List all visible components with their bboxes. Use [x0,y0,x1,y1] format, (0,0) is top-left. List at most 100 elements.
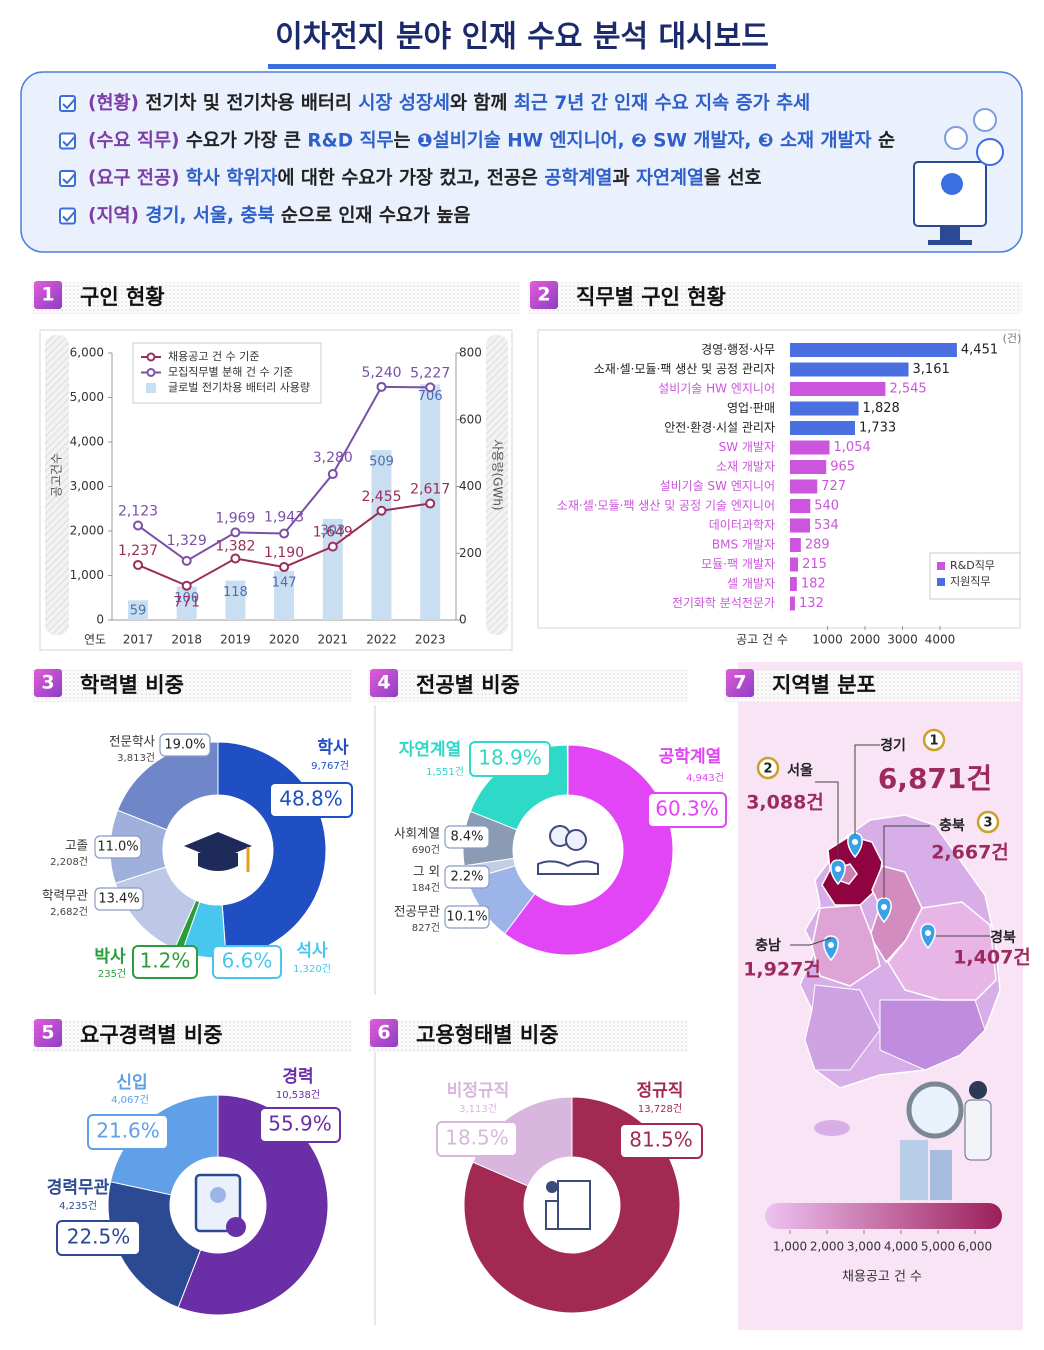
category-label: BMS 개발자 [712,538,775,552]
summary-text: (수요 직무) [88,131,179,152]
y2-tick-label: 0 [459,613,467,627]
point [230,527,241,538]
bar-label: 1,054 [834,440,871,455]
bar [790,362,909,377]
x-tick-label: 2018 [171,633,202,647]
legend-label: 모집직무별 분해 건 수 기준 [168,365,293,379]
section-number: 7 [733,672,746,694]
bar [790,343,957,357]
section-badge [726,669,754,697]
rank-number: 3 [983,816,992,831]
category-label: 학사 [317,738,349,758]
section-number: 2 [537,284,550,306]
category-label: 경력무관 [47,1178,110,1198]
legend-swatch [937,562,945,570]
category-label: 경력 [282,1067,313,1087]
page-title: 이차전지 분야 인재 수요 분석 대시보드 [275,20,769,55]
section-title: 고용형태별 비중 [416,1023,559,1047]
bar [790,538,801,552]
slice [107,1181,202,1309]
legend-swatch [146,383,156,393]
bar-label: 118 [223,585,248,600]
bar-label: 706 [418,389,443,404]
section-number: 1 [41,284,54,306]
summary-text: 경기, 서울, 충북 [145,206,274,227]
legend-marker [146,368,156,377]
summary-text: 최근 7년 간 인재 수요 지속 증가 추세 [514,93,810,114]
category-label: 신입 [116,1073,147,1093]
summary-text: 학사 학위자 [186,167,278,189]
point-label: 1,969 [215,510,255,526]
value-box [94,887,144,911]
category-label: 박사 [94,947,126,967]
category-label: 영업·판매 [727,401,775,415]
count-label: 2,208건 [50,856,88,868]
point [327,541,338,552]
checkbox [59,207,76,225]
value-box [56,1220,141,1256]
building [900,1140,928,1200]
category-label: 소재 개발자 [716,460,775,474]
bar [790,401,859,416]
bar [790,518,811,533]
x-tick-label: 3000 [887,633,918,647]
value-box [94,835,142,859]
legend-box [132,342,322,404]
category-label: 고졸 [65,838,88,853]
summary-text: (현황) [88,93,139,114]
point [425,382,436,393]
count-label: 2,682건 [50,906,88,918]
y2-axis-label: 사용량(GWh) [491,439,505,510]
building [930,1150,952,1200]
bar-label: 132 [799,596,824,611]
region-label: 충북 [939,818,965,834]
value-box [269,782,353,818]
point [181,580,192,591]
category-label: 전문학사 [109,734,156,749]
category-label: 설비기술 SW 엔지니어 [660,479,775,493]
section-badge [370,669,398,697]
summary-line: (지역) 경기, 서울, 충북 순으로 인재 수요가 높음 [88,206,470,227]
point-label: 2,455 [361,489,401,505]
leader-line [883,825,930,898]
map-pin-dot [852,839,858,845]
check-mark [62,98,76,110]
x-tick-label: 2000 [850,633,881,647]
icon [545,1200,559,1230]
point-label: 1,382 [215,539,255,555]
icon [546,1181,558,1193]
icon [226,1217,246,1237]
value-label: 22.5% [67,1225,131,1249]
value-label: 2.2% [450,870,483,885]
bar-label: 534 [814,518,839,533]
category-label: 데이터과학자 [709,518,775,532]
bar [790,440,830,455]
value-label: 81.5% [629,1128,693,1152]
value-label: 13.4% [98,892,139,907]
section-title: 직무별 구인 현황 [576,285,726,309]
checkbox [59,132,76,150]
section-title: 구인 현황 [80,285,165,309]
bar-label: 289 [805,538,830,553]
y2-tick-label: 400 [459,479,482,493]
bar-label: 147 [272,575,297,590]
bar [128,600,148,620]
point-label: 5,240 [361,365,401,381]
x-tick-label: 2017 [123,633,154,647]
y-tick-label: 2,000 [70,524,104,538]
section-band [368,1020,688,1052]
bar [790,421,855,435]
scale-tick-label: 1,000 [773,1240,807,1254]
scale-tick-label: 5,000 [921,1240,955,1254]
summary-text: 순 [872,131,895,152]
leader-line [815,781,839,860]
y-axis-label: 공고건수 [50,453,64,497]
region-value: 2,667건 [931,842,1009,864]
category-label: 석사 [296,941,328,961]
region-label: 충남 [755,937,781,954]
section-number: 6 [377,1022,390,1044]
value-box [212,945,282,979]
value-box [619,1123,703,1159]
summary-text: ❶설비기술 HW 엔지니어, ❷ SW 개발자, ❸ 소재 개발자 [417,131,872,152]
checkbox [59,95,76,112]
